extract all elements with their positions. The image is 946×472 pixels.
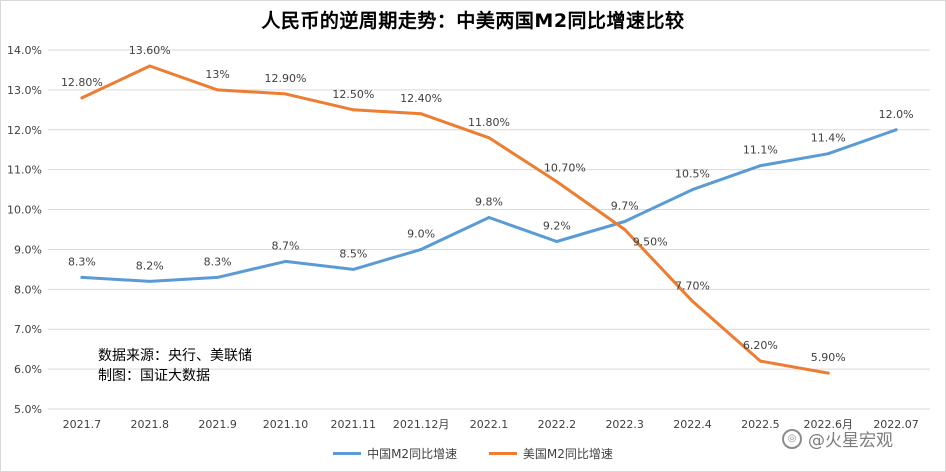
legend-label-us: 美国M2同比增速 [522,447,613,461]
watermark-text: @火星宏观 [808,431,893,451]
data-point [894,128,898,132]
data-point [216,275,220,279]
data-point [148,279,152,283]
data-label: 13.60% [129,44,171,57]
data-label: 12.40% [400,92,442,105]
y-tick-label: 6.0% [14,363,42,376]
x-tick-label: 2021.12月 [393,418,450,431]
data-point [487,216,491,220]
legend-swatch-us [488,452,517,455]
data-point [80,96,84,100]
data-label: 5.90% [811,351,846,364]
legend-item-china: 中国M2同比增速 [333,445,457,462]
data-label: 6.20% [743,339,778,352]
data-point [826,152,830,156]
x-tick-label: 2022.1 [470,418,509,431]
data-label: 12.80% [61,76,103,89]
y-tick-label: 10.0% [7,204,42,217]
x-tick-label: 2022.6月 [803,418,853,431]
x-tick-label: 2021.7 [63,418,102,431]
x-tick-label: 2021.10 [263,418,309,431]
data-point [555,239,559,243]
data-label: 9.2% [543,219,571,232]
y-tick-label: 12.0% [7,124,42,137]
data-point [283,92,287,96]
data-point [555,180,559,184]
data-point [351,108,355,112]
data-point [148,64,152,68]
x-tick-label: 2021.11 [331,418,377,431]
data-label: 10.5% [675,168,710,181]
data-label: 9.8% [475,196,503,209]
made-by-note: 制图：国证大数据 [98,368,210,384]
legend-item-us: 美国M2同比增速 [488,445,613,462]
data-label: 13% [205,68,229,81]
data-point [623,220,627,224]
source-note: 数据来源：央行、美联储 [98,348,252,364]
data-label: 9.50% [633,236,668,249]
legend-swatch-china [333,452,362,455]
data-label: 12.90% [264,72,306,85]
data-point [419,112,423,116]
y-tick-label: 9.0% [14,243,42,256]
y-tick-label: 13.0% [7,84,42,97]
data-label: 9.7% [611,200,639,213]
data-point [283,259,287,263]
data-point [419,247,423,251]
watermark: ◎ @火星宏观 [782,426,893,451]
data-point [487,136,491,140]
data-label: 9.0% [407,227,435,240]
legend-label-china: 中国M2同比增速 [367,447,458,461]
data-label: 8.7% [271,239,299,252]
y-tick-label: 7.0% [14,323,42,336]
y-tick-label: 14.0% [7,44,42,57]
data-label: 8.5% [339,247,367,260]
y-tick-label: 8.0% [14,283,42,296]
data-label: 12.0% [879,108,914,121]
x-tick-label: 2022.07 [873,418,919,431]
data-label: 11.4% [811,132,846,145]
x-tick-label: 2022.2 [538,418,577,431]
data-point [758,164,762,168]
data-point [758,359,762,363]
data-label: 7.70% [675,279,710,292]
data-point [216,88,220,92]
legend: 中国M2同比增速 美国M2同比增速 [0,444,946,462]
data-point [623,228,627,231]
data-point [351,267,355,271]
data-point [826,371,830,375]
chart-title: 人民币的逆周期走势：中美两国M2同比增速比较 [261,10,685,32]
x-tick-label: 2022.4 [673,418,712,431]
x-tick-label: 2021.8 [131,418,170,431]
data-label: 8.2% [136,259,164,272]
data-point [691,299,695,303]
data-label: 11.1% [743,144,778,157]
series-line-1 [80,64,830,375]
y-tick-label: 5.0% [14,403,42,416]
x-tick-label: 2021.9 [198,418,237,431]
data-point [80,275,84,279]
data-label: 12.50% [332,88,374,101]
x-tick-label: 2022.5 [741,418,780,431]
watermark-logo-icon: ◎ [782,428,802,449]
data-point [691,188,695,192]
y-tick-label: 11.0% [7,164,42,177]
x-tick-label: 2022.3 [605,418,644,431]
data-label: 10.70% [544,162,586,175]
data-label: 11.80% [468,116,510,129]
data-label: 8.3% [68,255,96,268]
data-label: 8.3% [204,255,232,268]
